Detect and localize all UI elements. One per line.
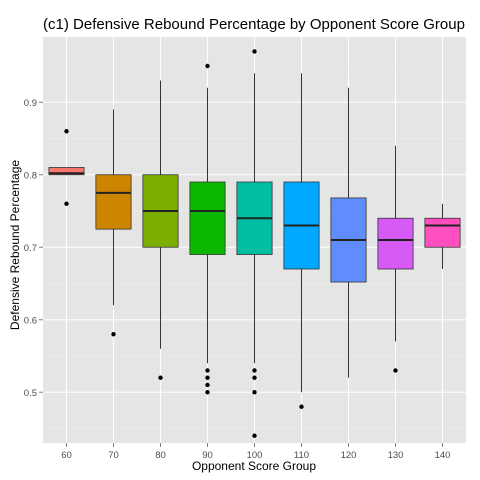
y-tick-label: 0.8 <box>24 170 37 181</box>
plot-panel <box>43 37 466 443</box>
box-70 <box>95 109 132 337</box>
y-tick-label: 0.5 <box>24 388 37 399</box>
outlier-point <box>64 129 69 134</box>
outlier-point <box>111 332 116 337</box>
x-tick-label: 90 <box>202 450 213 461</box>
x-tick-label: 140 <box>435 450 451 461</box>
box-100 <box>236 49 273 438</box>
y-axis-title: Defensive Rebound Percentage <box>8 160 22 330</box>
iqr-box <box>424 217 461 248</box>
iqr-box <box>48 167 85 176</box>
chart-title: (c1) Defensive Rebound Percentage by Opp… <box>43 16 465 33</box>
box-90 <box>189 63 226 395</box>
x-tick-label: 80 <box>155 450 166 461</box>
outlier-point <box>252 375 257 380</box>
x-tick-label: 70 <box>108 450 119 461</box>
outlier-point <box>205 382 210 388</box>
x-tick-label: 60 <box>61 450 72 461</box>
box-80 <box>142 80 179 380</box>
outlier-point <box>299 404 304 409</box>
iqr-box <box>377 217 414 270</box>
iqr-box <box>95 174 132 230</box>
x-tick-label: 130 <box>388 450 404 461</box>
x-axis-title: Opponent Score Group <box>192 459 316 473</box>
outlier-point <box>158 375 163 380</box>
outlier-point <box>252 368 257 373</box>
outlier-point <box>205 368 210 373</box>
x-tick-label: 120 <box>341 450 357 461</box>
outlier-point <box>393 368 398 373</box>
iqr-box <box>189 181 226 255</box>
box-130 <box>377 145 414 373</box>
outlier-point <box>252 433 257 438</box>
y-tick-label: 0.6 <box>24 315 37 326</box>
outlier-point <box>205 375 210 380</box>
box-110 <box>283 73 320 409</box>
y-tick-label: 0.7 <box>24 243 37 254</box>
box-120 <box>330 87 367 378</box>
axes: 0.5 0.6 0.7 0.8 0.9 60 70 80 90 100 110 120 130 140 <box>24 98 451 461</box>
outlier-point <box>205 390 210 395</box>
y-tick-label: 0.9 <box>24 98 37 109</box>
box-140 <box>424 203 461 269</box>
outlier-point <box>252 49 257 54</box>
outlier-point <box>252 390 257 395</box>
outlier-point <box>205 63 210 69</box>
box-60 <box>48 129 85 206</box>
x-tick-label: 100 <box>247 450 263 461</box>
outlier-point <box>64 201 69 206</box>
x-tick-label: 110 <box>294 450 309 461</box>
